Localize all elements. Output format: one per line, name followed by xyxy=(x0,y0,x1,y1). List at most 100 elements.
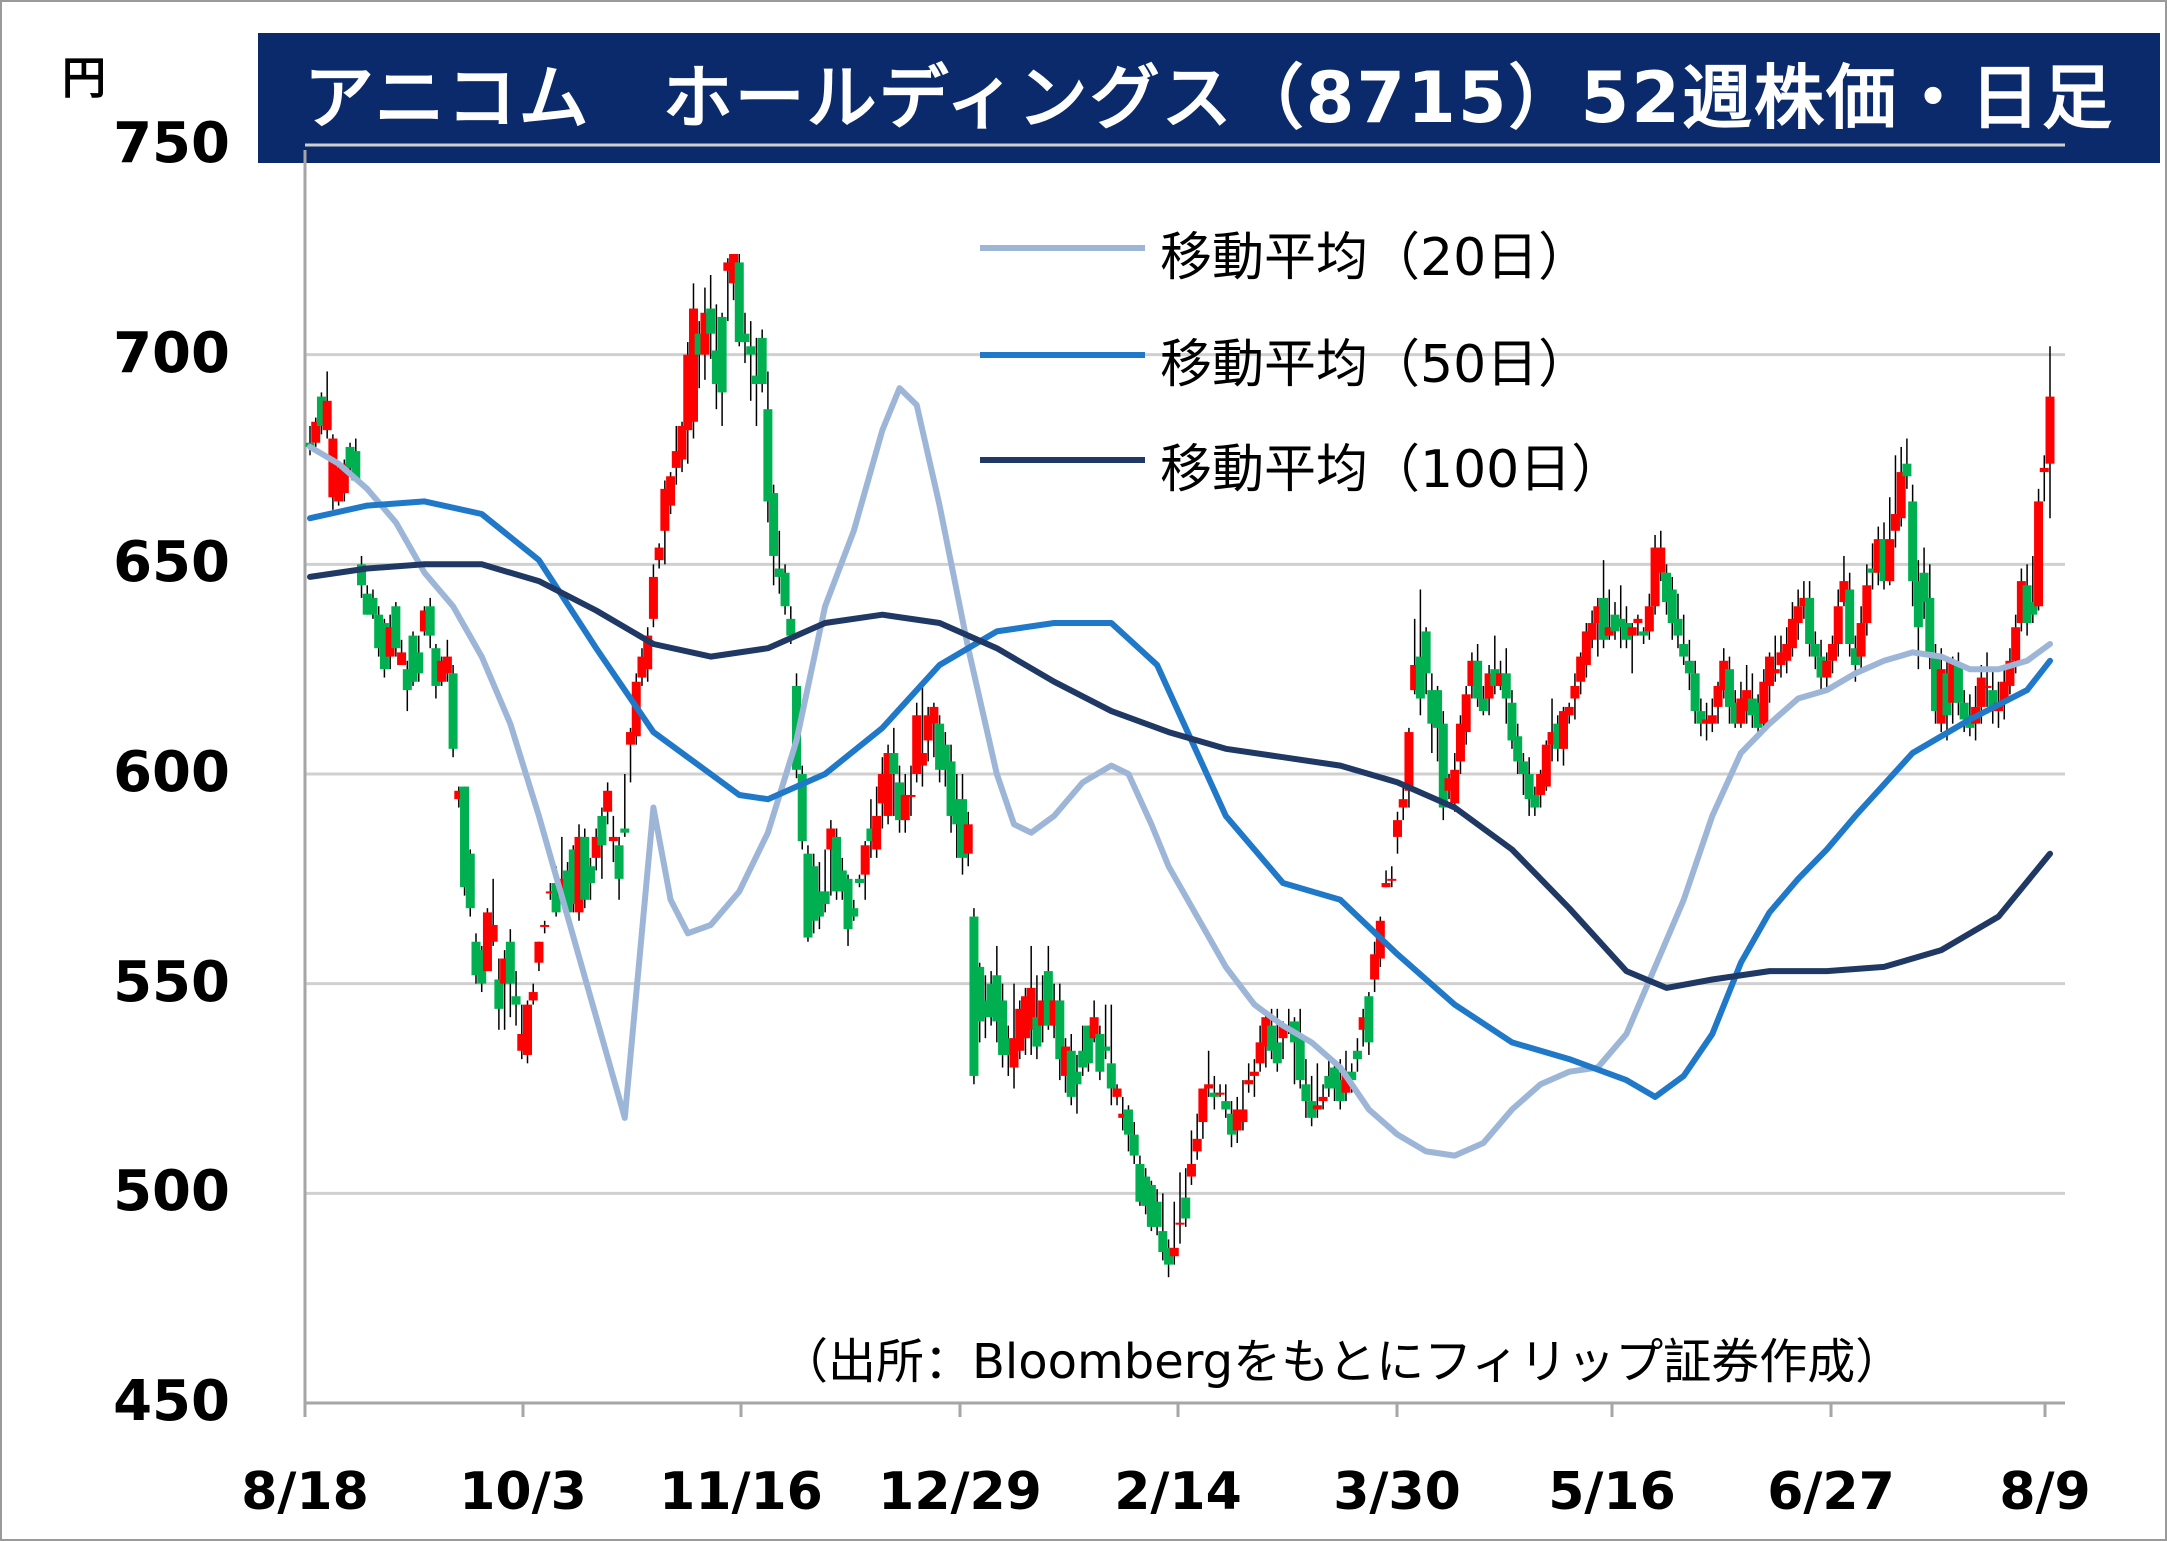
candle-body xyxy=(1621,623,1631,640)
y-tick-label: 700 xyxy=(113,320,230,386)
candle-body xyxy=(1856,623,1866,657)
candle-body xyxy=(1547,732,1557,745)
candle-body xyxy=(1959,702,1969,720)
x-tick-label: 2/14 xyxy=(1114,1462,1242,1522)
candle-body xyxy=(1358,1017,1368,1030)
candle-body xyxy=(1902,463,1912,477)
candle-body xyxy=(1782,644,1792,661)
candle-body xyxy=(1101,1046,1111,1051)
candle-body xyxy=(580,836,590,900)
candle-body xyxy=(1908,501,1918,582)
x-tick-label: 10/3 xyxy=(459,1462,587,1522)
candle-body xyxy=(1204,1084,1214,1089)
candle-body xyxy=(1129,1134,1139,1156)
candle-body xyxy=(437,660,447,682)
candle-body xyxy=(797,774,807,842)
candle-body xyxy=(1186,1163,1196,1177)
candle-body xyxy=(1879,539,1889,582)
candle-body xyxy=(1953,664,1963,703)
candle-body xyxy=(826,828,836,850)
candle-body xyxy=(1152,1201,1162,1227)
candle-body xyxy=(1999,681,2009,703)
candle-body xyxy=(1696,711,1706,724)
candle-body xyxy=(1948,660,1958,703)
candle-body xyxy=(1839,581,1849,603)
candle-body xyxy=(402,669,412,691)
candle-body xyxy=(517,1033,527,1051)
candle-body xyxy=(1507,702,1517,741)
candle-body xyxy=(1770,669,1780,674)
candle-body xyxy=(1501,673,1511,699)
candle-body xyxy=(620,828,630,833)
candle-body xyxy=(706,308,716,334)
candle-body xyxy=(1198,1088,1208,1123)
candle-body xyxy=(351,451,361,481)
candle-body xyxy=(1421,631,1431,674)
candle-body xyxy=(345,446,355,468)
candle-body xyxy=(1919,572,1929,603)
candle-body xyxy=(1221,1101,1231,1110)
candle-body xyxy=(1587,623,1597,640)
candle-body xyxy=(1868,568,1878,573)
candle-body xyxy=(780,572,790,607)
y-tick-label: 500 xyxy=(113,1159,230,1225)
candle-body xyxy=(877,774,887,804)
candle-body xyxy=(1261,1017,1271,1047)
candle-body xyxy=(1713,685,1723,707)
candle-body xyxy=(1644,606,1654,632)
candle-body xyxy=(311,421,321,443)
candle-body xyxy=(1650,547,1660,607)
candle-body xyxy=(1518,761,1528,774)
candle-body xyxy=(1267,1025,1277,1051)
candle-body xyxy=(414,652,424,674)
candle-body xyxy=(1753,702,1763,728)
candle-body xyxy=(1890,514,1900,531)
candle-body xyxy=(591,836,601,858)
candle-body xyxy=(1146,1184,1156,1227)
x-tick-label: 12/29 xyxy=(878,1462,1042,1522)
candle-body xyxy=(1793,606,1803,624)
candle-body xyxy=(1936,669,1946,724)
candle-body xyxy=(608,836,618,842)
candle-body xyxy=(460,786,470,888)
candle-body xyxy=(906,794,916,797)
candle-body xyxy=(1215,1092,1225,1095)
candle-body xyxy=(935,723,945,770)
candle-body xyxy=(883,753,893,816)
candle-body xyxy=(1662,572,1672,603)
candle-body xyxy=(511,996,521,1005)
candle-body xyxy=(1736,698,1746,724)
candle-body xyxy=(774,568,784,577)
candle-body xyxy=(1473,660,1483,699)
candle-body xyxy=(1931,656,1941,712)
candle-body xyxy=(494,979,504,1009)
candle-body xyxy=(500,958,510,984)
candle-body xyxy=(585,866,595,884)
candle-body xyxy=(660,488,670,531)
candle-body xyxy=(1324,1075,1334,1089)
candle-body xyxy=(2005,660,2015,686)
candle-body xyxy=(837,870,847,892)
candle-body xyxy=(1175,1222,1185,1225)
candle-body xyxy=(1787,618,1797,649)
x-tick-label: 5/16 xyxy=(1548,1462,1676,1522)
candle-body xyxy=(929,706,939,724)
source-note: （出所：Bloombergをもとにフィリップ証券作成） xyxy=(780,1334,1904,1390)
y-tick-label: 450 xyxy=(113,1369,230,1434)
candle-body xyxy=(683,354,693,431)
candle-body xyxy=(757,337,767,385)
candle-body xyxy=(1707,715,1717,724)
candle-body xyxy=(832,836,842,892)
candle-body xyxy=(1209,1092,1219,1097)
candle-body xyxy=(1341,1071,1351,1093)
candle-body xyxy=(454,790,464,800)
candle-body xyxy=(1112,1088,1122,1097)
candle-body xyxy=(717,316,727,393)
candle-body xyxy=(1301,1084,1311,1102)
candle-body xyxy=(1581,631,1591,665)
candle-body xyxy=(2011,627,2021,661)
candle-body xyxy=(374,614,384,649)
candle-body xyxy=(2028,602,2038,615)
candle-body xyxy=(723,262,733,271)
